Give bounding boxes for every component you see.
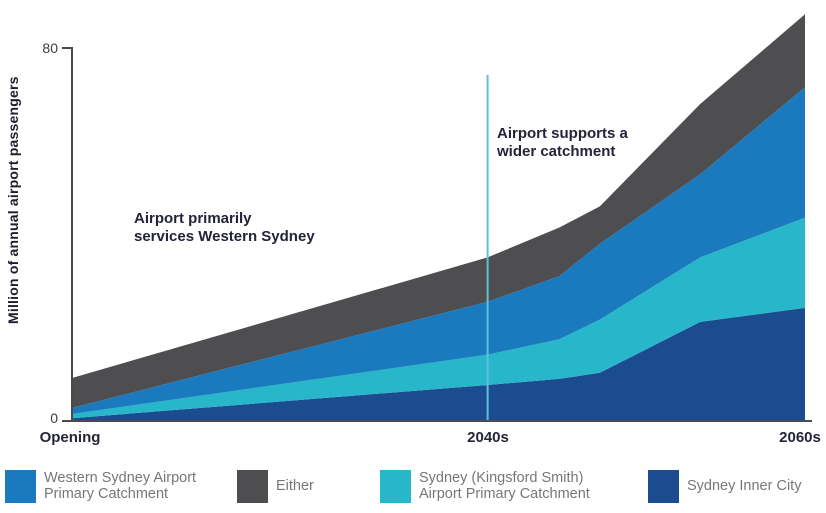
annotation-wider-catchment: Airport supports a wider catchment [497, 125, 628, 160]
legend-swatch-kingsford-smith [380, 469, 411, 503]
area-western-sydney-airport-primary-catchment [72, 87, 805, 414]
legend-label-sydney-inner-city: Sydney Inner City [687, 478, 802, 494]
legend-swatch-sydney-inner-city [648, 469, 679, 503]
legend-swatch-either [237, 469, 268, 503]
legend-item-sydney-inner-city: Sydney Inner City [648, 466, 801, 506]
x-label-2060s: 2060s [779, 429, 821, 446]
axis-lines [62, 47, 812, 422]
legend-item-western-sydney: Western Sydney Airport Primary Catchment [5, 466, 196, 506]
y-axis-title: Million of annual airport passengers [5, 76, 21, 324]
x-label-opening: Opening [39, 429, 101, 446]
legend-label-kingsford-smith: Sydney (Kingsford Smith) Airport Primary… [419, 470, 590, 502]
area-series-group [72, 14, 805, 421]
area-either [72, 14, 805, 408]
legend-label-western-sydney: Western Sydney Airport Primary Catchment [44, 470, 197, 502]
y-tick-80: 80 [42, 40, 58, 56]
y-tick-0: 0 [50, 410, 58, 426]
annotation-primary-services: Airport primarily services Western Sydne… [134, 210, 315, 245]
area-sydney-kingsford-smith-airport-primary-catchment [72, 217, 805, 419]
legend-label-either: Either [276, 478, 314, 494]
legend-item-kingsford-smith: Sydney (Kingsford Smith) Airport Primary… [380, 466, 590, 506]
x-label-2040s: 2040s [467, 429, 509, 446]
area-sydney-inner-city [72, 307, 805, 421]
legend: Western Sydney Airport Primary Catchment… [0, 466, 826, 512]
legend-item-either: Either [237, 466, 314, 506]
legend-swatch-western-sydney [5, 469, 36, 503]
